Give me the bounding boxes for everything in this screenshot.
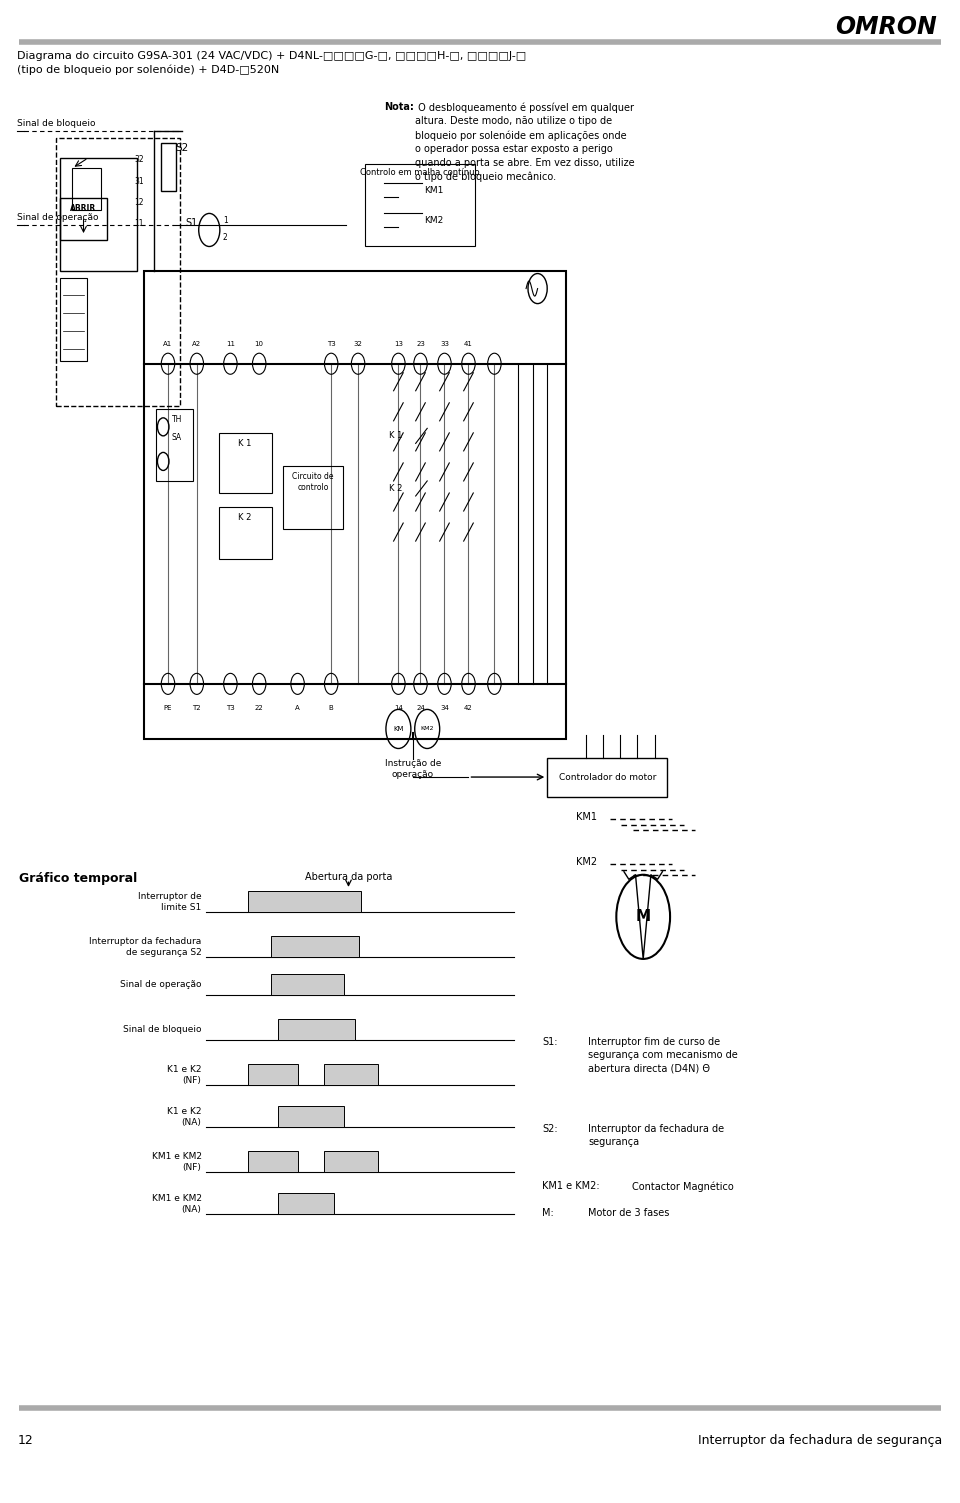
Text: 22: 22 [254,705,264,711]
Text: KM2: KM2 [420,726,434,732]
Text: M:: M: [542,1208,554,1219]
Text: S2:: S2: [542,1124,558,1135]
Text: Abertura da porta: Abertura da porta [304,872,393,882]
Text: PE: PE [164,705,172,711]
Bar [144,271,566,739]
Bar [56,138,180,406]
Bar [278,1019,355,1040]
Bar [278,1106,344,1127]
Text: 14: 14 [394,705,403,711]
Text: B: B [329,705,333,711]
Bar [271,974,344,995]
Text: KM: KM [394,726,403,732]
Text: 32: 32 [134,155,144,164]
Text: K1 e K2
(NA): K1 e K2 (NA) [167,1106,202,1127]
Text: Sinal de operação: Sinal de operação [17,213,99,222]
Bar [324,1151,378,1172]
Text: K 1: K 1 [389,431,402,440]
Text: Controlador do motor: Controlador do motor [559,773,656,782]
Text: 23: 23 [416,341,425,347]
Text: 13: 13 [394,341,403,347]
Text: 12: 12 [134,198,144,207]
Text: 33: 33 [440,341,449,347]
Text: 24: 24 [416,705,425,711]
Bar [271,936,359,957]
Text: Controlo em malha contínuo: Controlo em malha contínuo [360,168,480,177]
Bar [156,409,193,481]
Text: A: A [296,705,300,711]
Text: 10: 10 [254,341,264,347]
Text: OMRON: OMRON [835,15,937,39]
Text: KM1 e KM2:: KM1 e KM2: [542,1181,600,1192]
Bar [161,143,176,191]
Text: A2: A2 [192,341,202,347]
Bar [248,891,361,912]
Text: 34: 34 [440,705,449,711]
Text: (tipo de bloqueio por solenóide) + D4D-□520N: (tipo de bloqueio por solenóide) + D4D-□… [17,65,279,75]
Text: KM1: KM1 [424,186,444,195]
Text: S1:: S1: [542,1037,558,1048]
Text: Gráfico temporal: Gráfico temporal [19,872,137,885]
Text: K 2: K 2 [389,484,402,493]
Text: Interruptor de
limite S1: Interruptor de limite S1 [138,891,202,912]
Text: Sinal de bloqueio: Sinal de bloqueio [17,119,96,128]
Text: 12: 12 [17,1434,33,1447]
Text: KM1 e KM2
(NF): KM1 e KM2 (NF) [152,1151,202,1172]
Text: KM2: KM2 [576,857,597,867]
Text: S2: S2 [176,143,189,153]
Bar [324,1064,378,1085]
Bar [365,164,475,246]
Text: ABRIR: ABRIR [70,204,97,213]
Text: Nota:: Nota: [384,102,414,113]
Text: 32: 32 [353,341,363,347]
Text: Sinal de bloqueio: Sinal de bloqueio [123,1025,202,1034]
Text: KM2: KM2 [424,216,444,225]
Text: K 1: K 1 [238,439,252,448]
Text: 41: 41 [464,341,473,347]
Text: 2: 2 [223,233,228,242]
Text: KM1 e KM2
(NA): KM1 e KM2 (NA) [152,1193,202,1214]
Text: 31: 31 [134,177,144,186]
Bar [60,278,87,361]
Text: Motor de 3 fases: Motor de 3 fases [588,1208,670,1219]
Text: T2: T2 [193,705,201,711]
Text: Circuito de
controlo: Circuito de controlo [292,472,334,491]
Bar [547,758,667,797]
Text: Interruptor da fechadura
de segurança S2: Interruptor da fechadura de segurança S2 [89,936,202,957]
Text: T3: T3 [326,341,336,347]
Text: Interruptor da fechadura de segurança: Interruptor da fechadura de segurança [699,1434,943,1447]
Text: K1 e K2
(NF): K1 e K2 (NF) [167,1064,202,1085]
Text: 1: 1 [223,216,228,225]
Text: M: M [636,909,651,924]
Text: Contactor Magnético: Contactor Magnético [632,1181,733,1192]
Text: KM1: KM1 [576,812,597,822]
Text: 11: 11 [134,219,144,228]
Text: TH: TH [172,415,182,424]
Text: O desbloqueamento é possível em qualquer
altura. Deste modo, não utilize o tipo : O desbloqueamento é possível em qualquer… [415,102,635,182]
Bar [248,1151,298,1172]
Bar [219,507,272,559]
Text: Interruptor fim de curso de
segurança com mecanismo de
abertura directa (D4N) Θ: Interruptor fim de curso de segurança co… [588,1037,738,1073]
Text: K 2: K 2 [238,513,252,522]
Text: S1: S1 [185,218,198,228]
Bar [72,168,101,210]
Text: Diagrama do circuito G9SA-301 (24 VAC/VDC) + D4NL-□□□□G-□, □□□□H-□, □□□□J-□: Diagrama do circuito G9SA-301 (24 VAC/VD… [17,51,526,62]
Bar [219,433,272,493]
Text: A1: A1 [163,341,173,347]
Text: Sinal de operação: Sinal de operação [120,980,202,989]
Bar [248,1064,298,1085]
Text: 11: 11 [226,341,235,347]
Text: T3: T3 [226,705,235,711]
Text: Instrução de
operação: Instrução de operação [385,759,441,780]
Bar [60,158,137,271]
Text: SA: SA [172,433,182,442]
Bar [283,466,343,529]
Text: Interruptor da fechadura de
segurança: Interruptor da fechadura de segurança [588,1124,725,1147]
Bar [278,1193,334,1214]
Bar [60,198,107,240]
Text: 42: 42 [464,705,473,711]
